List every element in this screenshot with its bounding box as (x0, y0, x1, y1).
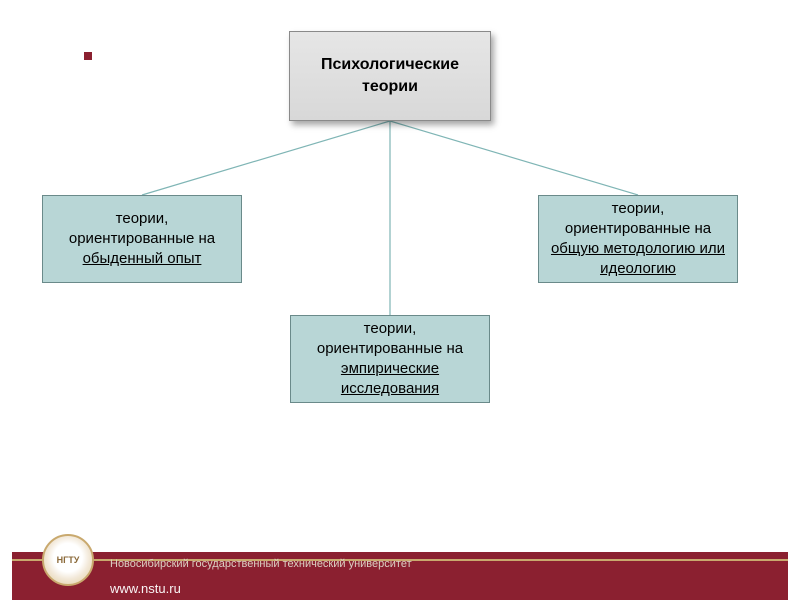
child-emphasis: общую методологию или идеологию (549, 239, 727, 280)
child-prefix: теории, ориентированные на (53, 209, 231, 250)
child-node-left: теории, ориентированные на обыденный опы… (42, 195, 242, 283)
child-node-center: теории, ориентированные на эмпирические … (290, 315, 490, 403)
footer-org-text: Новосибирский государственный технически… (110, 558, 412, 570)
child-prefix: теории, ориентированные на (301, 319, 479, 360)
footer-logo-text: НГТУ (57, 555, 80, 565)
edge (142, 121, 390, 195)
footer-bar: НГТУ Новосибирский государственный техни… (12, 552, 788, 600)
edge (390, 121, 638, 195)
footer-logo: НГТУ (42, 534, 94, 586)
root-label: Психологические теории (300, 54, 480, 97)
footer-url: www.nstu.ru (110, 581, 181, 596)
slide-canvas: Психологические теории теории, ориентиро… (0, 0, 800, 600)
child-prefix: теории, ориентированные на (549, 199, 727, 240)
child-emphasis: эмпирические исследования (301, 359, 479, 400)
root-node: Психологические теории (289, 31, 491, 121)
slide-bullet (84, 52, 92, 60)
child-emphasis: обыденный опыт (83, 249, 202, 269)
child-node-right: теории, ориентированные на общую методол… (538, 195, 738, 283)
